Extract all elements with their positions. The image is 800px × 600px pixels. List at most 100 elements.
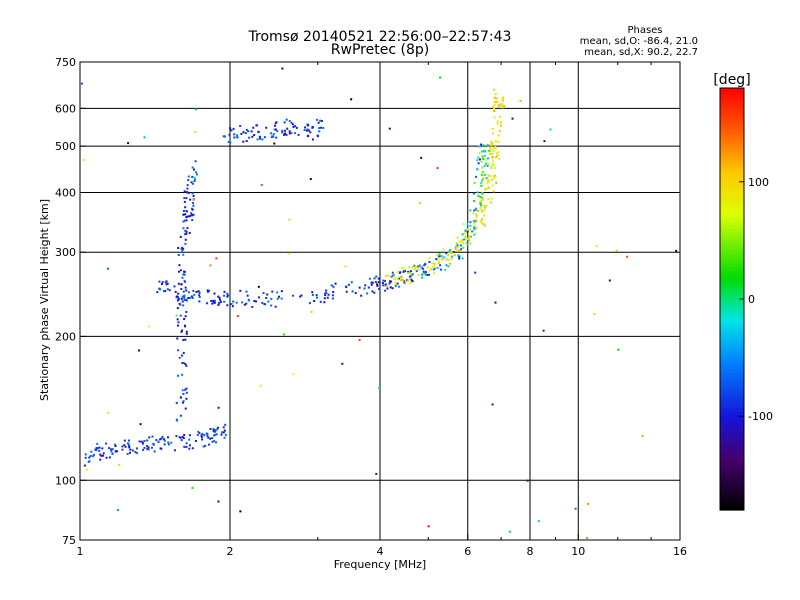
data-point: [206, 302, 209, 305]
data-point: [489, 153, 492, 156]
data-point: [473, 233, 476, 236]
data-point: [183, 434, 186, 437]
data-point: [265, 296, 268, 299]
data-point: [177, 324, 180, 327]
data-point: [181, 295, 184, 298]
data-point: [242, 140, 245, 143]
colorbar-segment: [720, 334, 744, 339]
data-point: [184, 388, 187, 391]
data-point: [181, 329, 184, 332]
data-point: [408, 266, 411, 269]
data-point: [108, 447, 111, 450]
x-tick-label: 16: [673, 545, 687, 558]
noise-point: [626, 255, 629, 258]
data-point: [89, 455, 92, 458]
data-point: [214, 429, 217, 432]
data-point: [223, 290, 226, 293]
colorbar-segment: [720, 228, 744, 233]
data-point: [381, 281, 384, 284]
data-point: [437, 259, 440, 262]
data-point: [123, 444, 126, 447]
data-point: [413, 264, 416, 267]
data-point: [212, 430, 215, 433]
noise-point: [474, 271, 477, 274]
data-point: [480, 217, 483, 220]
data-point: [469, 228, 472, 231]
data-point: [316, 134, 319, 137]
data-point: [198, 291, 201, 294]
data-point: [288, 120, 291, 123]
data-point: [214, 430, 217, 433]
data-point: [483, 164, 486, 167]
data-point: [493, 174, 496, 177]
y-tick-label: 750: [55, 56, 76, 69]
data-point: [184, 229, 187, 232]
data-point: [377, 281, 380, 284]
data-point: [447, 253, 450, 256]
data-point: [206, 435, 209, 438]
data-point: [375, 275, 378, 278]
colorbar-segment: [720, 158, 744, 163]
data-point: [222, 431, 225, 434]
data-point: [185, 387, 188, 390]
data-point: [307, 124, 310, 127]
colorbar-segment: [720, 323, 744, 328]
data-point: [323, 301, 326, 304]
data-point: [121, 448, 124, 451]
data-point: [445, 258, 448, 261]
data-point: [406, 272, 409, 275]
data-point: [407, 270, 410, 273]
colorbar-segment: [720, 211, 744, 216]
data-point: [185, 219, 188, 222]
colorbar-segment: [720, 295, 744, 300]
data-point: [224, 434, 227, 437]
data-point: [430, 268, 433, 271]
legend-title: Phases: [627, 25, 662, 36]
data-point: [174, 290, 177, 293]
data-point: [497, 134, 500, 137]
data-point: [473, 221, 476, 224]
data-point: [166, 288, 169, 291]
data-point: [332, 285, 335, 288]
data-point: [95, 446, 98, 449]
data-point: [136, 452, 139, 455]
data-point: [211, 299, 214, 302]
data-point: [285, 133, 288, 136]
data-point: [212, 428, 215, 431]
data-point: [245, 290, 248, 293]
data-point: [186, 184, 189, 187]
data-point: [325, 289, 328, 292]
data-point: [188, 444, 191, 447]
data-point: [315, 118, 318, 121]
data-point: [244, 132, 247, 135]
noise-point: [257, 285, 260, 288]
data-point: [223, 135, 226, 138]
data-point: [311, 293, 314, 296]
noise-point: [127, 142, 130, 145]
data-point: [428, 269, 431, 272]
data-point: [182, 400, 185, 403]
data-point: [180, 247, 183, 250]
data-point: [354, 292, 357, 295]
data-point: [480, 219, 483, 222]
data-point: [436, 266, 439, 269]
data-point: [317, 121, 320, 124]
data-point: [482, 222, 485, 225]
data-point: [183, 280, 186, 283]
data-point: [121, 445, 124, 448]
data-point: [187, 296, 190, 299]
colorbar-segment: [720, 313, 744, 318]
colorbar-segment: [720, 488, 744, 494]
noise-point: [375, 472, 378, 475]
data-point: [183, 294, 186, 297]
data-point: [501, 106, 504, 109]
data-point: [99, 458, 102, 461]
x-tick-label: 4: [377, 545, 384, 558]
noise-point: [586, 536, 589, 539]
data-point: [182, 227, 185, 230]
data-point: [433, 263, 436, 266]
data-point: [482, 177, 485, 180]
data-point: [233, 136, 236, 139]
data-point: [262, 292, 265, 295]
data-point: [458, 249, 461, 252]
